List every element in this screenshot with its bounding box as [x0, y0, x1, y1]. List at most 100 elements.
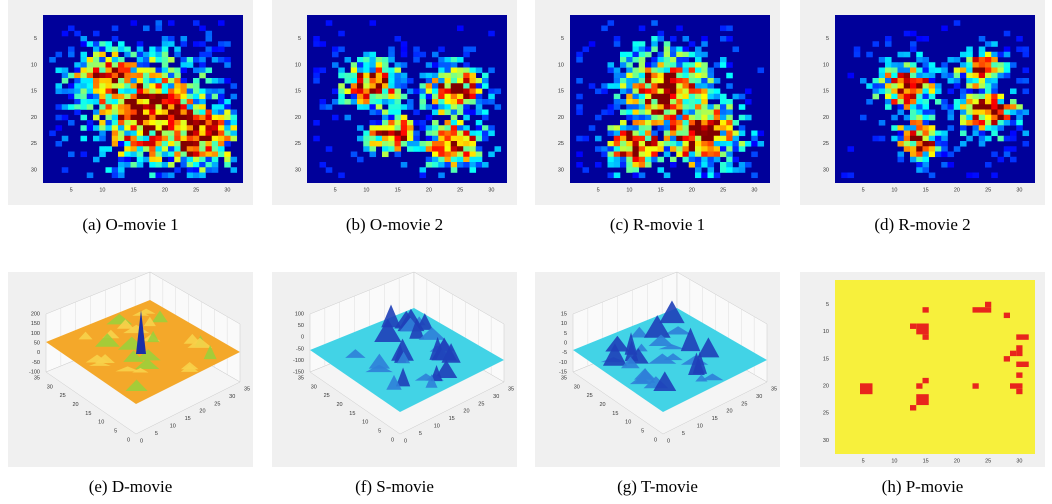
heat-cell	[161, 104, 169, 110]
heat-cell	[928, 135, 936, 142]
heat-cell	[638, 162, 646, 168]
heat-cell	[457, 78, 464, 84]
heat-cell	[645, 67, 652, 74]
heat-cell	[444, 130, 452, 137]
heat-cell	[155, 20, 163, 26]
surface-peak	[88, 361, 111, 366]
heat-cell	[475, 93, 483, 100]
heat-cell	[55, 83, 63, 89]
heat-cell	[168, 41, 175, 47]
heat-cell	[922, 83, 930, 89]
surface-peak	[688, 352, 705, 375]
heat-cell	[607, 156, 615, 163]
heat-cell	[688, 114, 696, 121]
heat-cell	[111, 167, 119, 173]
heat-cell	[991, 88, 998, 95]
heat-cell	[645, 51, 652, 58]
heat-cell	[732, 120, 740, 126]
heat-cell	[972, 83, 980, 89]
heat-cell	[682, 93, 690, 100]
heat-cell	[382, 99, 389, 105]
heat-cell	[93, 57, 100, 63]
heat-cell	[86, 172, 94, 179]
heat-cell	[1003, 120, 1011, 126]
heat-cell	[388, 135, 395, 142]
heat-cell	[174, 51, 181, 58]
heat-cell	[332, 51, 339, 58]
heat-cell	[118, 114, 125, 121]
heat-cell	[638, 25, 646, 32]
surface-peak	[658, 344, 686, 350]
heat-cell	[720, 36, 727, 42]
heat-cell	[363, 99, 370, 105]
heat-cell	[941, 99, 948, 105]
heat-cell	[947, 72, 955, 79]
heat-cell	[626, 162, 633, 168]
x-tick-label: 15	[923, 458, 929, 464]
heat-cell	[713, 93, 721, 100]
heat-cell	[966, 135, 973, 142]
heat-cell	[444, 120, 452, 126]
heat-cell	[363, 62, 370, 68]
heat-cell	[657, 88, 665, 95]
heat-cell	[338, 67, 345, 74]
heat-cell	[910, 30, 917, 37]
heat-cell	[916, 162, 923, 168]
heat-cell	[651, 135, 658, 142]
heat-cell	[713, 88, 721, 95]
heat-cell	[180, 41, 188, 47]
z-tick-label: -100	[293, 358, 304, 364]
heat-cell	[972, 172, 980, 179]
heat-cell	[400, 141, 408, 147]
heat-cell	[657, 72, 665, 79]
heat-cell	[394, 67, 402, 74]
heat-cell	[1003, 51, 1011, 58]
heat-cell	[1016, 46, 1023, 53]
heat-cell	[885, 88, 892, 95]
heat-cell	[922, 130, 930, 137]
heat-cell	[149, 57, 156, 63]
heat-cell	[325, 20, 333, 26]
heat-cell	[670, 62, 677, 68]
heat-cell	[903, 99, 911, 105]
heat-cell	[332, 114, 339, 121]
heat-cell	[897, 109, 905, 116]
heat-cell	[620, 88, 627, 95]
heat-cell	[400, 46, 408, 53]
heat-cell	[601, 109, 608, 116]
heat-cell	[450, 125, 458, 131]
heat-cell	[136, 141, 144, 147]
heat-cell	[136, 62, 144, 68]
heat-cell	[99, 78, 106, 84]
heat-cell	[124, 93, 131, 100]
heat-cell	[928, 146, 936, 152]
heat-cell	[432, 141, 439, 147]
heat-cell	[124, 146, 131, 152]
heat-cell	[928, 114, 936, 121]
heat-cell	[375, 141, 383, 147]
heat-cell	[99, 125, 106, 131]
heat-cell	[972, 104, 980, 110]
heat-cell	[174, 83, 181, 89]
heat-cell	[910, 46, 917, 53]
heat-cell	[168, 72, 175, 79]
heat-cell	[632, 125, 640, 131]
heat-cell	[118, 109, 125, 116]
heat-cell	[99, 41, 106, 47]
heat-cell	[897, 104, 905, 110]
heat-cell	[985, 104, 992, 110]
surface-peak	[115, 366, 140, 372]
heat-cell	[720, 109, 727, 116]
heat-cell	[738, 114, 746, 121]
heat-cell	[463, 156, 470, 163]
heat-cell	[105, 57, 113, 63]
heat-cell	[199, 172, 206, 179]
heat-cell	[74, 109, 81, 116]
heat-cell	[645, 114, 652, 121]
x-tick-label: 20	[162, 187, 168, 193]
x-tick-label: 20	[199, 409, 205, 415]
heat-cell	[419, 125, 427, 131]
heat-cell	[991, 104, 998, 110]
heat-cell	[180, 104, 188, 110]
heat-cell	[425, 88, 433, 95]
